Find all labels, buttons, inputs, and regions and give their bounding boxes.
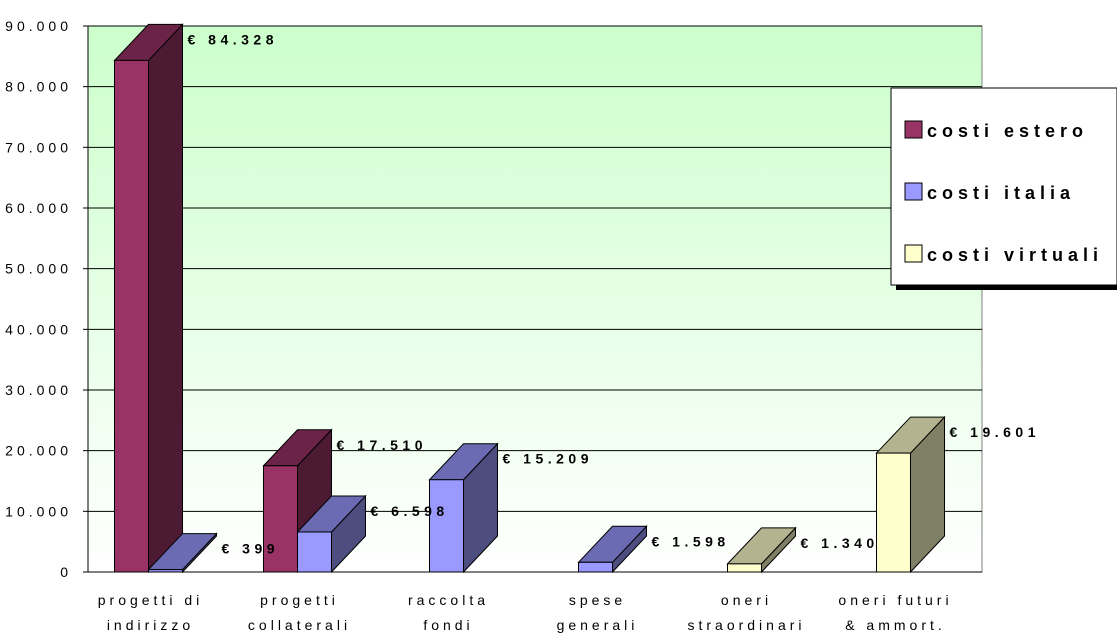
legend-box bbox=[890, 87, 1117, 286]
data-label: € 84.328 bbox=[188, 31, 279, 47]
x-tick-label: & ammort. bbox=[845, 617, 946, 633]
x-tick-label: raccolta bbox=[408, 592, 489, 608]
data-label: € 1.598 bbox=[652, 533, 730, 549]
y-tick-label: 70.000 bbox=[5, 139, 72, 155]
legend: costi estero costi italia costi virtuali bbox=[890, 87, 1117, 290]
bar-front bbox=[876, 452, 911, 573]
bar-front bbox=[263, 465, 298, 573]
legend-label: costi virtuali bbox=[927, 245, 1103, 265]
x-tick-label: oneri bbox=[721, 592, 772, 608]
data-label: € 6.598 bbox=[371, 503, 449, 519]
plot-area bbox=[87, 25, 983, 573]
y-tick-label: 0 bbox=[60, 564, 72, 580]
y-tick-label: 80.000 bbox=[5, 79, 72, 95]
y-tick-label: 10.000 bbox=[5, 503, 72, 519]
x-tick-label: straordinari bbox=[687, 617, 805, 633]
bar-front bbox=[114, 59, 149, 573]
bar-front bbox=[429, 479, 464, 573]
y-tick-label: 60.000 bbox=[5, 200, 72, 216]
bar-costi-virtuali bbox=[875, 415, 946, 574]
bar-costi-italia bbox=[147, 532, 218, 574]
gridlines bbox=[88, 25, 982, 512]
data-label: € 19.601 bbox=[950, 424, 1041, 440]
x-tick-label: spese bbox=[569, 592, 626, 608]
bar-front bbox=[578, 561, 613, 573]
x-tick-label: indirizzo bbox=[107, 617, 194, 633]
y-tick-label: 50.000 bbox=[5, 261, 72, 277]
legend-swatch bbox=[904, 120, 923, 139]
legend-label: costi italia bbox=[927, 183, 1075, 203]
data-label: € 15.209 bbox=[503, 451, 594, 467]
bar-costi-italia bbox=[577, 525, 648, 574]
y-axis: 0 10.000 20.000 30.000 40.000 50.000 60.000 70.… bbox=[5, 18, 982, 580]
y-tick-label: 30.000 bbox=[5, 382, 72, 398]
y-tick-label: 20.000 bbox=[5, 443, 72, 459]
x-tick-label: generali bbox=[557, 617, 639, 633]
bar-costi-italia bbox=[296, 494, 367, 574]
x-tick-label: oneri futuri bbox=[838, 592, 952, 608]
x-tick-label: progetti di bbox=[98, 592, 203, 608]
data-label: € 17.510 bbox=[337, 437, 428, 453]
x-tick-label: fondi bbox=[423, 617, 473, 633]
x-tick-label: collaterali bbox=[248, 617, 351, 633]
y-tick-label: 90.000 bbox=[5, 18, 72, 34]
bar-front bbox=[148, 569, 183, 573]
legend-swatch bbox=[904, 182, 923, 201]
bar-side bbox=[148, 23, 183, 574]
bars bbox=[113, 23, 946, 574]
legend-label: costi estero bbox=[927, 121, 1088, 141]
data-label: € 399 bbox=[222, 541, 280, 557]
y-tick-label: 40.000 bbox=[5, 321, 72, 337]
x-tick-label: progetti bbox=[260, 592, 339, 608]
bar-front bbox=[727, 563, 762, 573]
legend-swatch bbox=[904, 244, 923, 263]
value-labels: € 84.328 € 399 € 17.510 € 6.598 € 15.209 € 1.… bbox=[188, 31, 1041, 557]
bar-costi-italia bbox=[428, 442, 499, 574]
bar-front bbox=[297, 531, 332, 573]
bar-costi-virtuali bbox=[726, 526, 797, 574]
bar-costi-estero bbox=[113, 23, 184, 574]
data-label: € 1.340 bbox=[801, 535, 879, 551]
x-axis: progetti di indirizzo progetti collaterali r… bbox=[98, 592, 952, 633]
